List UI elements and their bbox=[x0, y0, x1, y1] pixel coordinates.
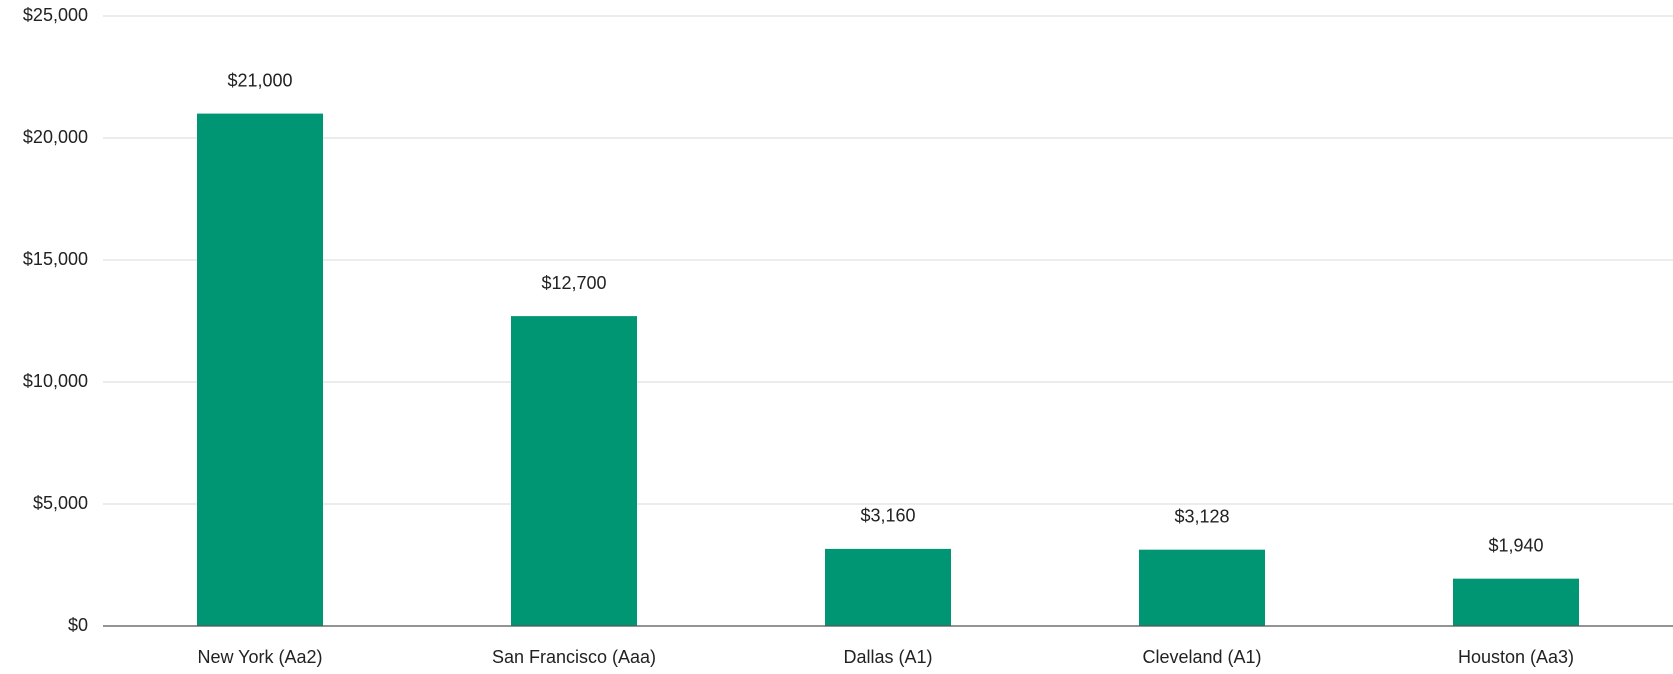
x-tick-label: New York (Aa2) bbox=[197, 647, 322, 667]
value-label: $3,128 bbox=[1174, 506, 1229, 526]
value-label: $1,940 bbox=[1488, 535, 1543, 555]
y-tick-label: $15,000 bbox=[23, 249, 88, 269]
y-tick-label: $5,000 bbox=[33, 493, 88, 513]
value-label: $3,160 bbox=[860, 506, 915, 526]
y-tick-label: $0 bbox=[68, 615, 88, 635]
x-tick-label: Dallas (A1) bbox=[843, 647, 932, 667]
bar bbox=[825, 548, 951, 626]
bar bbox=[1139, 549, 1265, 626]
bar bbox=[1453, 578, 1579, 626]
y-tick-label: $20,000 bbox=[23, 127, 88, 147]
y-tick-label: $10,000 bbox=[23, 371, 88, 391]
value-label: $12,700 bbox=[541, 273, 606, 293]
y-tick-label: $25,000 bbox=[23, 5, 88, 25]
bar bbox=[197, 113, 323, 627]
x-tick-label: Cleveland (A1) bbox=[1142, 647, 1261, 667]
bar bbox=[511, 316, 637, 626]
x-tick-label: Houston (Aa3) bbox=[1458, 647, 1574, 667]
value-label: $21,000 bbox=[227, 70, 292, 90]
x-tick-label: San Francisco (Aaa) bbox=[492, 647, 656, 667]
